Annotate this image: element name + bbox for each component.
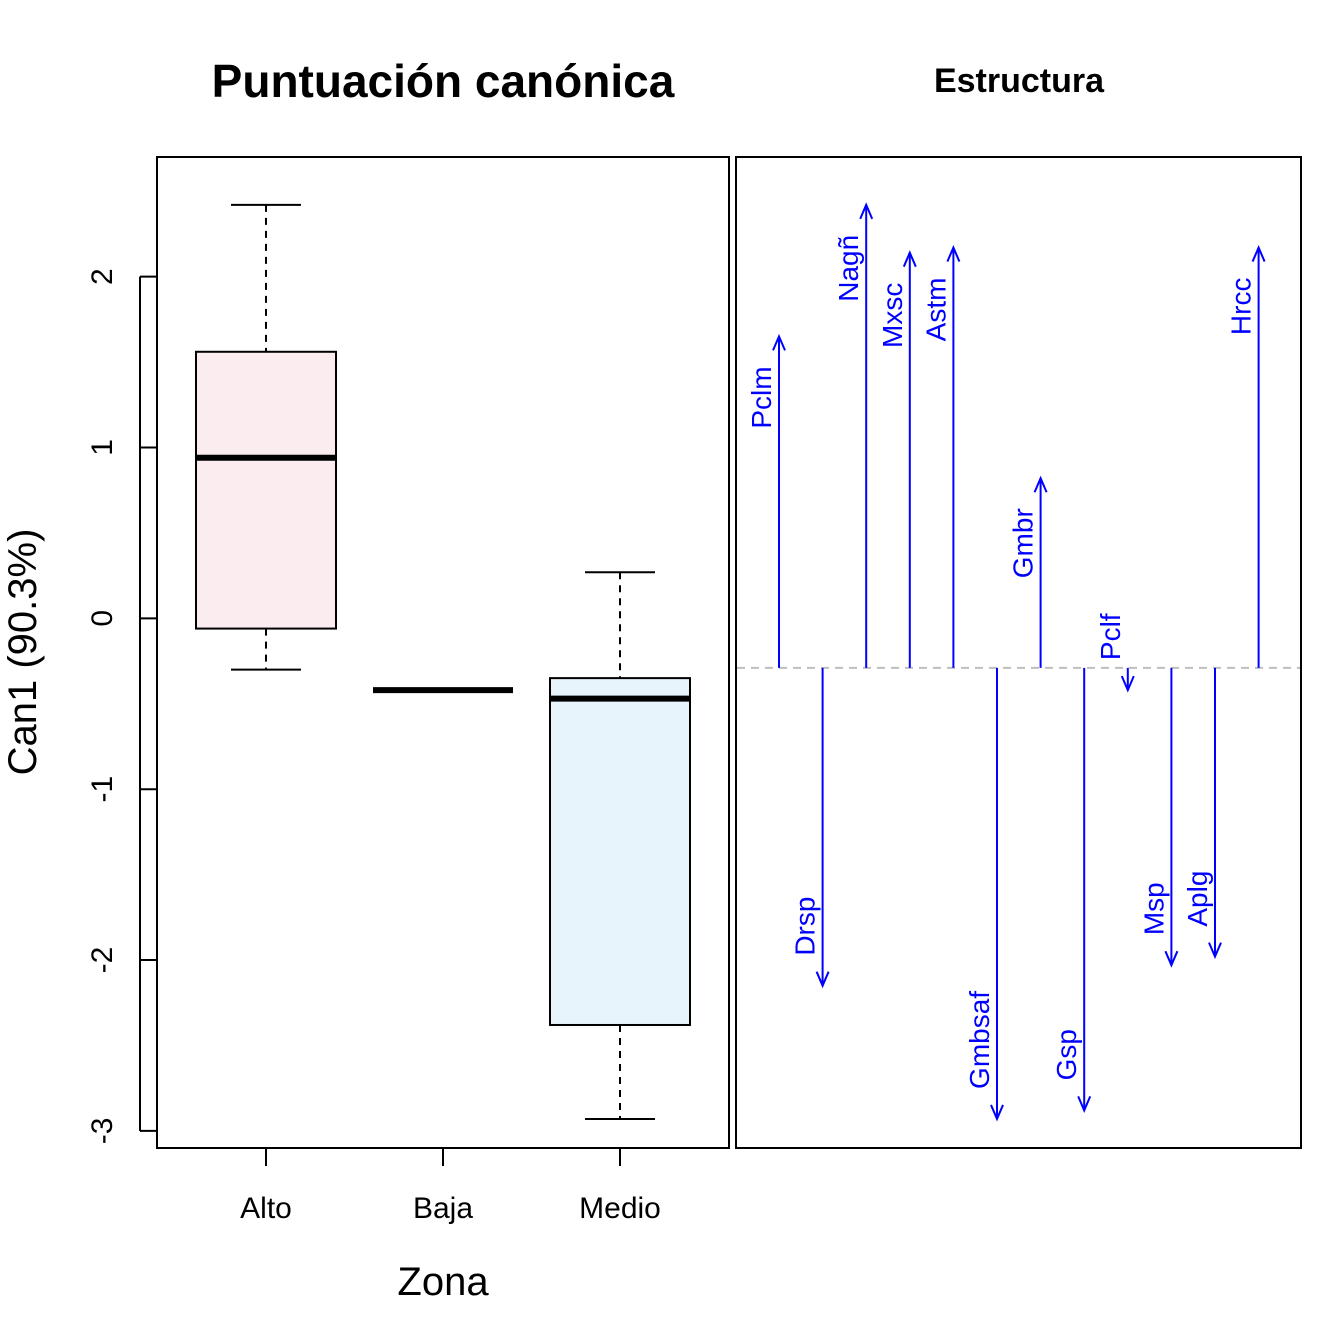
arrow-head bbox=[990, 1104, 1004, 1122]
y-tick-label: -3 bbox=[86, 1118, 119, 1145]
arrow-gmbsaf: Gmbsaf bbox=[964, 667, 1004, 1122]
arrow-head bbox=[1164, 950, 1179, 968]
arrow-label: Aplg bbox=[1182, 871, 1213, 927]
boxplots bbox=[195, 203, 691, 1120]
box bbox=[195, 350, 337, 630]
boxplot-alto bbox=[195, 203, 337, 671]
arrow-aplg: Aplg bbox=[1182, 667, 1222, 960]
boxplot-medio bbox=[549, 571, 691, 1120]
arrow-pclm: Pclm bbox=[746, 333, 786, 668]
x-tick-label: Alto bbox=[240, 1192, 292, 1225]
arrow-head bbox=[1120, 675, 1135, 693]
arrow-mxsc: Mxsc bbox=[877, 250, 917, 668]
y-axis: -3 -2 -1 0 1 2 bbox=[86, 268, 157, 1144]
arrow-hrcc: Hrcc bbox=[1226, 245, 1266, 668]
x-tick-label: Medio bbox=[579, 1192, 661, 1225]
arrow-head bbox=[859, 202, 874, 220]
arrow-label: Mxsc bbox=[877, 283, 908, 348]
arrow-label: Pclf bbox=[1095, 613, 1126, 660]
x-axis: Alto Baja Medio bbox=[240, 1147, 661, 1225]
arrow-label: Gmbr bbox=[1008, 508, 1039, 578]
arrow-msp: Msp bbox=[1138, 667, 1179, 968]
box bbox=[549, 677, 691, 1026]
arrow-head bbox=[902, 250, 917, 268]
y-tick-label: -2 bbox=[86, 947, 119, 974]
y-axis-title: Can1 (90.3%) bbox=[1, 529, 45, 776]
arrow-label: Hrcc bbox=[1226, 278, 1257, 336]
right-panel: Estructura Pclm Drsp Nagñ Mxsc Astm Gmbsaf Gmb… bbox=[735, 62, 1302, 1149]
arrow-astm: Astm bbox=[920, 245, 961, 668]
left-panel-title: Puntuación canónica bbox=[212, 55, 675, 107]
right-panel-title: Estructura bbox=[934, 62, 1105, 100]
arrow-gmbr: Gmbr bbox=[1008, 475, 1048, 668]
y-tick-label: 0 bbox=[86, 610, 119, 627]
arrow-label: Pclm bbox=[746, 366, 777, 428]
arrow-head bbox=[1208, 942, 1222, 960]
arrow-label: Gmbsaf bbox=[964, 991, 995, 1089]
arrow-drsp: Drsp bbox=[790, 667, 830, 989]
arrow-label: Astm bbox=[920, 278, 951, 342]
arrow-gsp: Gsp bbox=[1051, 667, 1092, 1113]
arrow-head bbox=[1077, 1096, 1092, 1113]
arrow-head bbox=[1251, 245, 1266, 262]
arrow-head bbox=[1033, 475, 1048, 493]
arrow-head bbox=[815, 971, 830, 989]
y-tick-label: 1 bbox=[86, 439, 119, 456]
arrow-head bbox=[772, 333, 786, 351]
x-tick-label: Baja bbox=[413, 1192, 473, 1225]
x-axis-title: Zona bbox=[397, 1260, 489, 1304]
left-panel: Puntuación canónica -3 -2 -1 0 1 2 Alto Baja Me… bbox=[1, 55, 730, 1304]
arrow-label: Drsp bbox=[790, 897, 821, 956]
arrow-label: Nagñ bbox=[833, 235, 864, 302]
arrow-label: Gsp bbox=[1051, 1029, 1082, 1080]
right-plot-frame bbox=[735, 156, 1302, 1149]
arrow-head bbox=[946, 245, 961, 262]
arrow-label: Msp bbox=[1138, 882, 1169, 935]
y-tick-label: 2 bbox=[86, 268, 119, 285]
structure-arrows: Pclm Drsp Nagñ Mxsc Astm Gmbsaf Gmbr Gsp Pclf Msp… bbox=[746, 202, 1266, 1122]
arrow-pclf: Pclf bbox=[1095, 613, 1135, 693]
y-tick-label: -1 bbox=[86, 776, 119, 803]
arrow-nagñ: Nagñ bbox=[833, 202, 874, 668]
